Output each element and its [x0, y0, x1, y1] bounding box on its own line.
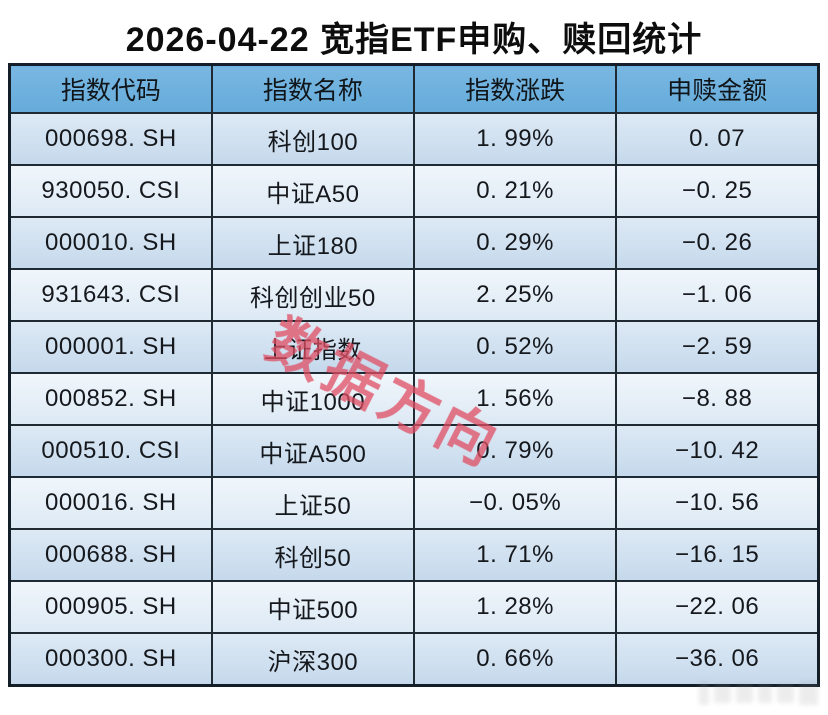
- cell-amount: −2. 59: [615, 320, 820, 374]
- cell-index-name: 上证50: [210, 476, 416, 530]
- header-row: 指数代码 指数名称 指数涨跌 申赎金额: [8, 63, 820, 114]
- cell-amount: −0. 25: [615, 164, 820, 218]
- cell-index-name: 上证指数: [210, 320, 416, 374]
- cell-index-code: 000905. SH: [8, 580, 213, 634]
- cell-index-code: 000510. CSI: [8, 424, 213, 478]
- table-row: 000698. SH 科创100 1. 99% 0. 07: [8, 112, 820, 166]
- page-title: 2026-04-22 宽指ETF申购、赎回统计: [125, 21, 703, 59]
- cell-index-name: 上证180: [210, 216, 416, 270]
- table-row: 000688. SH 科创50 1. 71% −16. 15: [8, 528, 820, 582]
- cell-index-change: 1. 56%: [412, 372, 618, 426]
- cell-index-code: 000016. SH: [8, 476, 213, 530]
- cell-index-name: 科创100: [210, 112, 416, 166]
- cell-index-name: 科创创业50: [210, 268, 416, 322]
- cell-amount: −8. 88: [615, 372, 820, 426]
- cell-index-change: 0. 79%: [412, 424, 618, 478]
- column-header-index-code: 指数代码: [8, 63, 213, 114]
- cell-amount: −36. 06: [615, 632, 820, 687]
- cell-index-name: 科创50: [210, 528, 416, 582]
- cell-index-change: 0. 29%: [412, 216, 618, 270]
- table-row: 000905. SH 中证500 1. 28% −22. 06: [8, 580, 820, 634]
- table-row: 930050. CSI 中证A50 0. 21% −0. 25: [8, 164, 820, 218]
- table-row: 000300. SH 沪深300 0. 66% −36. 06: [8, 632, 820, 687]
- table-row: 000510. CSI 中证A500 0. 79% −10. 42: [8, 424, 820, 478]
- cell-index-code: 000688. SH: [8, 528, 213, 582]
- cell-index-name: 中证A50: [210, 164, 416, 218]
- table-row: 000010. SH 上证180 0. 29% −0. 26: [8, 216, 820, 270]
- table-row: 000001. SH 上证指数 0. 52% −2. 59: [8, 320, 820, 374]
- cell-amount: −0. 26: [615, 216, 820, 270]
- cell-index-code: 000300. SH: [8, 632, 213, 687]
- cell-amount: 0. 07: [615, 112, 820, 166]
- cell-index-code: 000698. SH: [8, 112, 213, 166]
- cell-index-code: 000001. SH: [8, 320, 213, 374]
- cell-index-change: 0. 66%: [412, 632, 618, 687]
- cell-index-name: 中证A500: [210, 424, 416, 478]
- cell-index-change: 0. 52%: [412, 320, 618, 374]
- cell-index-code: 930050. CSI: [8, 164, 213, 218]
- cell-amount: −10. 42: [615, 424, 820, 478]
- cell-index-name: 沪深300: [210, 632, 416, 687]
- cell-index-change: −0. 05%: [412, 476, 618, 530]
- cell-index-change: 1. 28%: [412, 580, 618, 634]
- cell-index-change: 2. 25%: [412, 268, 618, 322]
- etf-subscription-redemption-table: 指数代码 指数名称 指数涨跌 申赎金额 000698. SH 科创100 1. …: [8, 63, 820, 687]
- cell-index-code: 931643. CSI: [8, 268, 213, 322]
- table-row: 931643. CSI 科创创业50 2. 25% −1. 06: [8, 268, 820, 322]
- cell-index-name: 中证1000: [210, 372, 416, 426]
- cell-index-code: 000010. SH: [8, 216, 213, 270]
- cell-amount: −22. 06: [615, 580, 820, 634]
- cell-index-code: 000852. SH: [8, 372, 213, 426]
- cell-amount: −16. 15: [615, 528, 820, 582]
- column-header-amount: 申赎金额: [615, 63, 820, 114]
- table-row: 000852. SH 中证1000 1. 56% −8. 88: [8, 372, 820, 426]
- column-header-index-name: 指数名称: [210, 63, 416, 114]
- column-header-index-change: 指数涨跌: [412, 63, 618, 114]
- cell-amount: −1. 06: [615, 268, 820, 322]
- cell-index-change: 1. 71%: [412, 528, 618, 582]
- cell-index-change: 1. 99%: [412, 112, 618, 166]
- cell-index-name: 中证500: [210, 580, 416, 634]
- cell-amount: −10. 56: [615, 476, 820, 530]
- table-row: 000016. SH 上证50 −0. 05% −10. 56: [8, 476, 820, 530]
- cell-index-change: 0. 21%: [412, 164, 618, 218]
